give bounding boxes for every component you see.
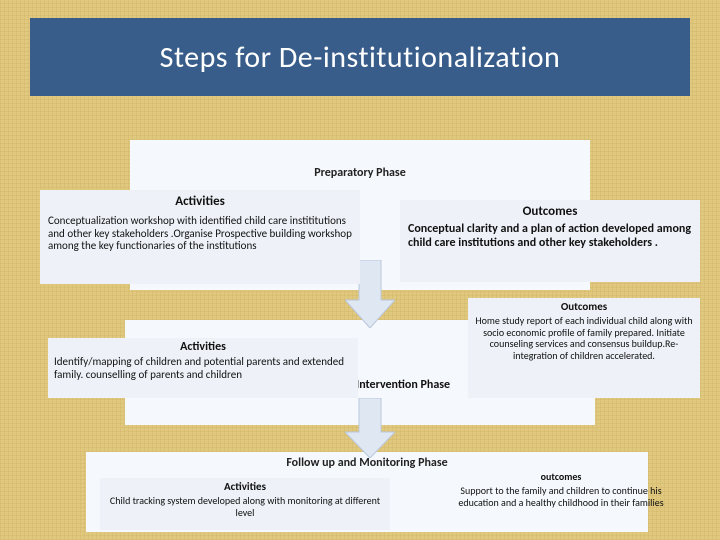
heading-prep-activities: Activities <box>48 194 352 209</box>
box-interv-activities: Activities Identify/mapping of children … <box>48 338 358 398</box>
heading-follow-outcomes: outcomes <box>451 470 671 483</box>
box-follow-outcomes: outcomes Support to the family and child… <box>445 468 677 530</box>
heading-prep-outcomes: Outcomes <box>408 204 692 219</box>
slide-canvas: Steps for De-institutionalization Prepar… <box>0 0 720 540</box>
body-prep-activities: Conceptualization workshop with identifi… <box>48 215 352 253</box>
box-interv-outcomes: Outcomes Home study report of each indiv… <box>468 298 700 398</box>
box-prep-outcomes: Outcomes Conceptual clarity and a plan o… <box>400 200 700 282</box>
body-prep-outcomes: Conceptual clarity and a plan of action … <box>408 223 692 251</box>
box-prep-activities: Activities Conceptualization workshop wi… <box>40 190 360 284</box>
heading-interv-activities: Activities <box>54 340 352 354</box>
section-title-preparatory: Preparatory Phase <box>130 166 590 180</box>
body-follow-activities: Child tracking system developed along wi… <box>106 495 384 518</box>
slide-title: Steps for De-institutionalization <box>160 39 561 76</box>
body-interv-outcomes: Home study report of each individual chi… <box>474 315 694 361</box>
arrow-down-2 <box>345 398 395 458</box>
body-follow-outcomes: Support to the family and children to co… <box>451 485 671 508</box>
heading-follow-activities: Activities <box>106 480 384 493</box>
section-title-intervention: Intervention Phase <box>356 378 450 392</box>
box-follow-activities: Activities Child tracking system develop… <box>100 478 390 530</box>
heading-interv-outcomes: Outcomes <box>474 300 694 313</box>
body-interv-activities: Identify/mapping of children and potenti… <box>54 356 352 381</box>
title-bar: Steps for De-institutionalization <box>30 18 690 96</box>
